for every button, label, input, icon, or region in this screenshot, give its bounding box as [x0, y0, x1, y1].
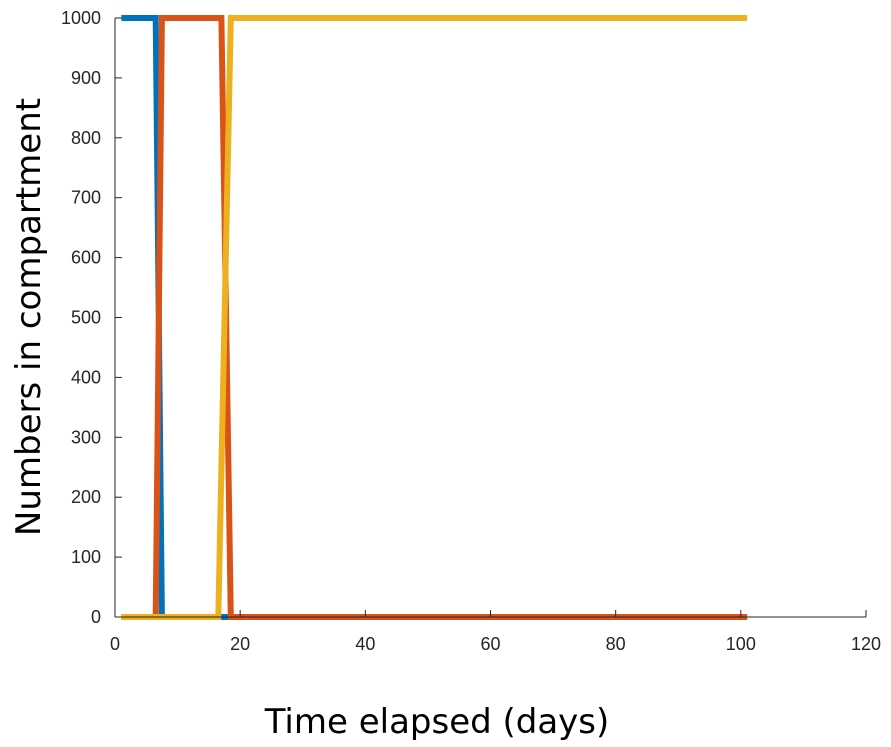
x-tick-label: 20: [230, 634, 250, 654]
x-tick-label: 80: [606, 634, 626, 654]
series-line-2: [121, 15, 748, 620]
y-tick-label: 0: [91, 607, 101, 627]
y-tick-label: 600: [71, 248, 101, 268]
x-tick-label: 120: [851, 634, 881, 654]
y-tick-label: 800: [71, 128, 101, 148]
y-tick-label: 300: [71, 427, 101, 447]
y-tick-label: 700: [71, 188, 101, 208]
y-tick-label: 200: [71, 487, 101, 507]
y-tick-label: 900: [71, 68, 101, 88]
x-axis-title: Time elapsed (days): [264, 702, 610, 742]
y-tick-label: 1000: [61, 8, 101, 28]
y-tick-label: 100: [71, 547, 101, 567]
y-axis-title: Numbers in compartment: [9, 98, 49, 536]
x-tick-label: 0: [110, 634, 120, 654]
x-tick-label: 40: [355, 634, 375, 654]
y-tick-label: 400: [71, 367, 101, 387]
x-tick-label: 60: [480, 634, 500, 654]
series-line-3: [121, 15, 748, 620]
x-tick-label: 100: [726, 634, 756, 654]
ticks-layer: 0 20 40 60 80 100 120 0 100 200 300 400 500 600 700 800…: [61, 8, 881, 654]
y-tick-label: 500: [71, 308, 101, 328]
series-line-1: [121, 15, 748, 620]
series-layer: [121, 15, 748, 620]
